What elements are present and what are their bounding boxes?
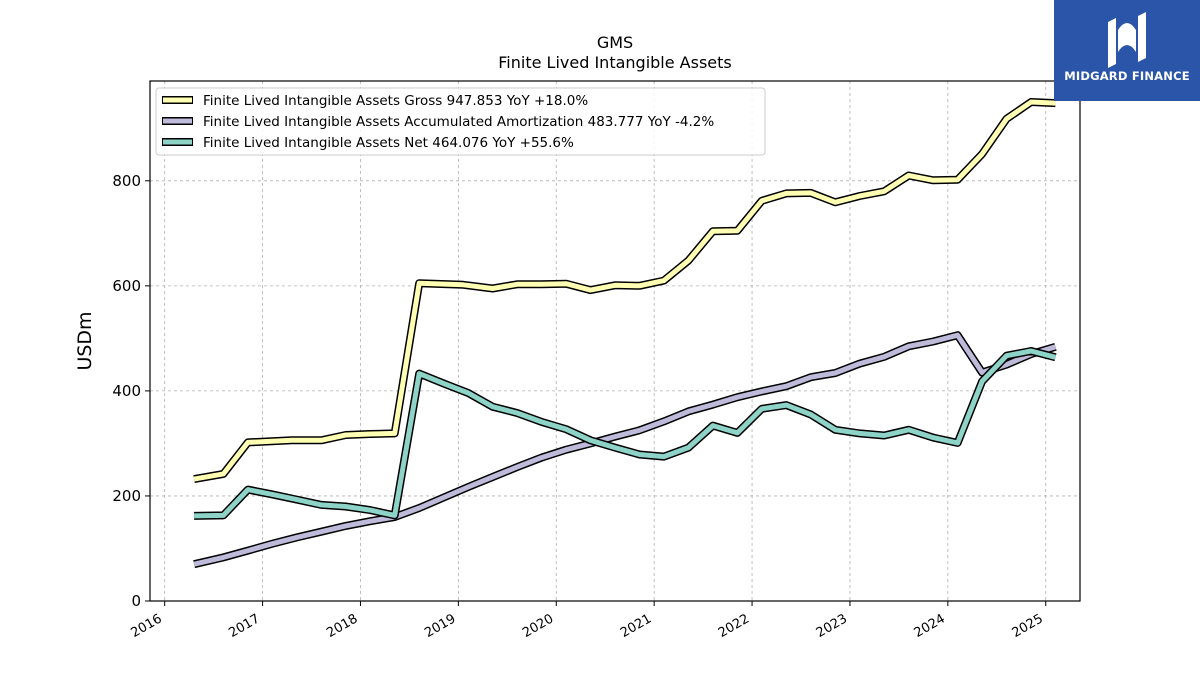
- x-tick-label: 2017: [226, 611, 262, 641]
- x-tick-label: 2021: [618, 611, 654, 641]
- series-line: [194, 348, 1057, 519]
- legend-label: Finite Lived Intangible Assets Net 464.0…: [203, 135, 574, 151]
- x-tick-label: 2018: [324, 611, 360, 641]
- series-line-outline: [193, 98, 1056, 484]
- legend-box: [155, 87, 766, 156]
- x-tick-label: 2016: [129, 611, 165, 641]
- x-tick-label: 2019: [422, 611, 458, 641]
- x-tick-label: 2025: [1010, 611, 1046, 641]
- chart-subtitle: Finite Lived Intangible Assets: [498, 53, 731, 72]
- y-tick-label: 600: [112, 277, 141, 295]
- y-axis-label: USDm: [74, 311, 96, 370]
- x-tick-label: 2022: [716, 611, 752, 641]
- plot-frame: [149, 80, 1081, 602]
- y-tick-label: 0: [131, 592, 141, 610]
- series-line: [193, 332, 1057, 567]
- y-tick-label: 200: [112, 487, 141, 505]
- series-layer: [193, 98, 1057, 569]
- y-tick-label: 800: [112, 172, 141, 190]
- x-tick-label: 2020: [520, 611, 556, 641]
- x-tick-label: 2023: [814, 611, 850, 641]
- brand-name: MIDGARD FINANCE: [1064, 69, 1190, 83]
- legend-label: Finite Lived Intangible Assets Accumulat…: [203, 114, 714, 130]
- brand-logo: MIDGARD FINANCE: [1054, 0, 1200, 101]
- legend: Finite Lived Intangible Assets Gross 947…: [155, 87, 766, 156]
- axis-layer: 2016 2017 2018 2019 2020 2021 2022 2023 2024 2025…: [112, 172, 1047, 641]
- y-tick-label: 400: [112, 382, 141, 400]
- midgard-logo-icon: [1108, 12, 1146, 68]
- chart-title: GMS: [597, 33, 633, 52]
- x-tick-label: 2024: [912, 611, 948, 641]
- series-line: [193, 99, 1056, 482]
- legend-label: Finite Lived Intangible Assets Gross 947…: [203, 93, 588, 109]
